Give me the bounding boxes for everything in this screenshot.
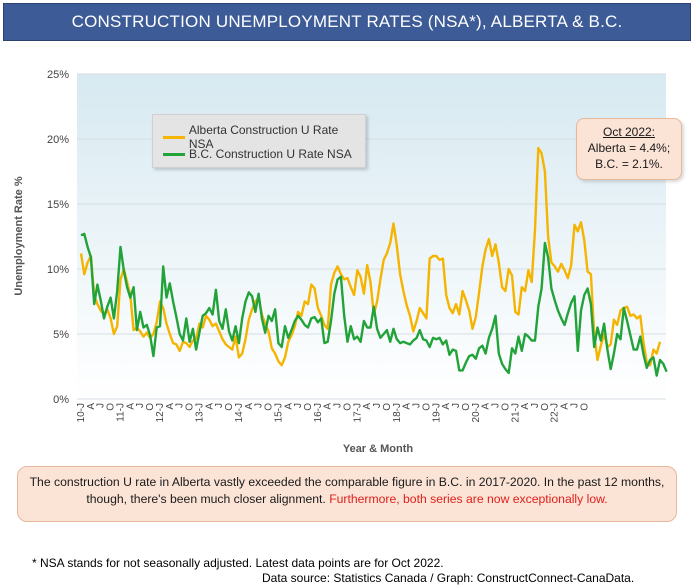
x-tick-label: 15-J [273, 403, 284, 422]
x-tick-label: O [303, 403, 314, 411]
y-tick-label: 25% [47, 69, 69, 81]
chart-title: CONSTRUCTION UNEMPLOYMENT RATES (NSA*), … [71, 12, 623, 31]
x-axis-label: Year & Month [343, 443, 414, 455]
x-tick-label: O [185, 403, 196, 411]
x-tick-label: J [293, 403, 304, 408]
chart-legend: Alberta Construction U Rate NSA B.C. Con… [152, 114, 366, 168]
y-tick-label: 5% [53, 329, 69, 341]
x-tick-label: J [372, 403, 383, 408]
x-tick-label: J [491, 403, 502, 408]
chart-area: 0% 5% 10% 15% 20% 25% 10-J A J O 11-J A J O 12-J A J O 13… [3, 46, 691, 462]
x-tick-label: A [165, 403, 176, 410]
x-tick-label: 22-J [550, 403, 561, 422]
y-tick-labels: 0% 5% 10% 15% 20% 25% [47, 69, 69, 406]
commentary-text: The construction U rate in Alberta vastl… [29, 475, 665, 506]
x-tick-label: A [86, 403, 97, 410]
x-tick-label: A [402, 403, 413, 410]
x-tick-label: J [333, 403, 344, 408]
x-tick-label: 11-J [115, 403, 126, 422]
legend-swatch-alberta [163, 135, 185, 139]
series-line-bc [80, 232, 668, 377]
commentary-highlight: Furthermore, both series are now excepti… [329, 492, 608, 506]
x-tick-labels: 10-JAJO11-JAJO12-JAJO13-JAJO14-JAJO15-JA… [76, 403, 590, 423]
x-tick-label: 10-J [76, 403, 87, 422]
x-tick-label: O [579, 403, 590, 411]
x-tick-label: 16-J [313, 403, 324, 422]
legend-label-alberta: Alberta Construction U Rate NSA [188, 123, 339, 151]
line-chart: 0%5%10%15%20%25% 10-JAJO11-JAJO12-JAJO13… [13, 69, 668, 455]
x-tick-label: 19-J [431, 403, 442, 422]
commentary-box: The construction U rate in Alberta vastl… [17, 466, 677, 522]
chart-title-banner: CONSTRUCTION UNEMPLOYMENT RATES (NSA*), … [3, 3, 691, 41]
x-tick-label: O [342, 403, 353, 411]
x-tick-label: O [540, 403, 551, 411]
x-tick-label: 13-J [194, 403, 205, 422]
x-tick-label: A [560, 403, 571, 410]
x-tick-label: A [244, 403, 255, 410]
x-tick-label: J [96, 403, 107, 408]
legend-label-bc: B.C. Construction U Rate NSA [189, 147, 352, 161]
x-tick-label: J [412, 403, 423, 408]
x-tick-label: A [204, 403, 215, 410]
x-tick-label: A [481, 403, 492, 410]
footnote: * NSA stands for not seasonally adjusted… [32, 556, 444, 570]
y-tick-label: 20% [47, 134, 69, 146]
x-tick-label: J [451, 403, 462, 408]
latest-values-callout: Oct 2022: Alberta = 4.4%; B.C. = 2.1%. [576, 118, 682, 180]
x-tick-label: 14-J [234, 403, 245, 422]
legend-item-alberta: Alberta Construction U Rate NSA [163, 123, 365, 151]
y-tick-label: 10% [47, 264, 69, 276]
x-tick-label: 18-J [392, 403, 403, 422]
x-tick-label: O [500, 403, 511, 411]
series-line-alberta [79, 146, 662, 367]
x-tick-label: J [175, 403, 186, 408]
x-tick-label: O [264, 403, 275, 411]
x-tick-label: O [421, 403, 432, 411]
x-tick-label: O [224, 403, 235, 411]
x-tick-label: A [323, 403, 334, 410]
data-source: Data source: Statistics Canada / Graph: … [262, 571, 635, 585]
x-tick-label: J [135, 403, 146, 408]
series-lines [79, 146, 668, 377]
x-tick-label: J [530, 403, 541, 408]
x-tick-label: O [461, 403, 472, 411]
y-tick-label: 15% [47, 199, 69, 211]
x-tick-label: 20-J [471, 403, 482, 422]
y-axis-label: Unemployment Rate % [13, 176, 25, 295]
callout-bc: B.C. = 2.1%. [595, 157, 663, 171]
callout-alberta: Alberta = 4.4%; [587, 141, 671, 155]
x-tick-label: A [441, 403, 452, 410]
x-tick-label: O [145, 403, 156, 411]
legend-swatch-bc [163, 152, 185, 156]
x-tick-label: 12-J [155, 403, 166, 422]
x-tick-label: O [106, 403, 117, 411]
x-tick-label: A [283, 403, 294, 410]
x-tick-label: 21-J [510, 403, 521, 422]
x-tick-label: J [254, 403, 265, 408]
y-tick-label: 0% [53, 394, 69, 406]
x-tick-label: A [362, 403, 373, 410]
x-tick-label: J [214, 403, 225, 408]
x-tick-label: A [520, 403, 531, 410]
x-tick-label: O [382, 403, 393, 411]
gridlines [77, 73, 666, 400]
legend-item-bc: B.C. Construction U Rate NSA [163, 147, 352, 161]
x-tick-label: A [125, 403, 136, 410]
x-tick-label: J [569, 403, 580, 408]
callout-heading: Oct 2022: [602, 125, 656, 139]
x-tick-label: 17-J [352, 403, 363, 422]
